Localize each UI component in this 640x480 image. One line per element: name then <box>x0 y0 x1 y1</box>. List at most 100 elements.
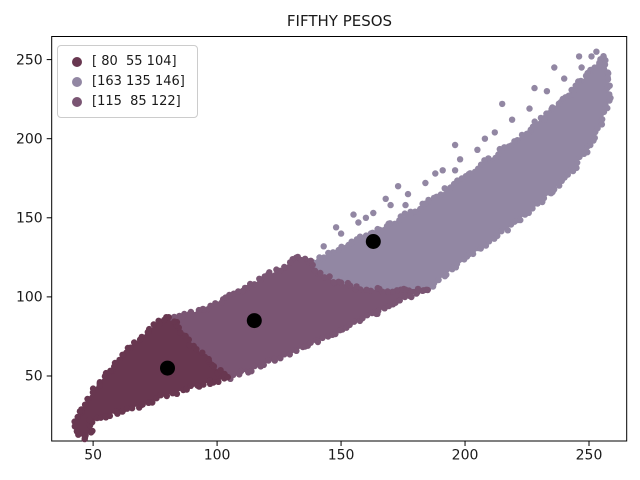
scatter-point <box>293 347 300 354</box>
y-tick-label: 50 <box>25 369 43 385</box>
scatter-outlier-point <box>570 91 578 98</box>
scatter-point <box>517 216 524 224</box>
centroid-dot <box>160 360 175 376</box>
scatter-point <box>76 408 84 415</box>
scatter-outlier-point <box>402 201 409 209</box>
x-tick-label: 150 <box>328 448 355 464</box>
scatter-point <box>177 329 184 336</box>
scatter-point <box>273 266 280 273</box>
scatter-point <box>551 186 558 193</box>
scatter-point <box>604 74 611 81</box>
scatter-point <box>149 399 156 406</box>
scatter-point <box>582 72 590 80</box>
legend-marker-icon <box>72 56 82 67</box>
x-tick-label: 250 <box>576 448 603 464</box>
scatter-point <box>314 338 322 346</box>
y-tick-label: 250 <box>16 52 43 68</box>
scatter-point <box>86 416 93 424</box>
scatter-point <box>484 236 492 243</box>
scatter-point <box>504 227 511 234</box>
scatter-point <box>584 149 591 156</box>
scatter-outlier-point <box>355 219 362 226</box>
scatter-point <box>163 392 170 400</box>
scatter-point <box>114 410 121 417</box>
scatter-outlier-point <box>508 116 516 123</box>
scatter-point <box>155 317 162 324</box>
scatter-point <box>441 185 448 192</box>
scatter-point <box>106 412 114 420</box>
scatter-point <box>556 182 563 189</box>
scatter-point <box>271 355 278 363</box>
scatter-point <box>453 260 461 268</box>
scatter-outlier-point <box>451 141 459 149</box>
scatter-point <box>383 223 391 230</box>
scatter-point <box>200 306 207 313</box>
scatter-point <box>307 257 314 264</box>
scatter-point <box>200 381 207 388</box>
scatter-outlier-point <box>531 84 538 92</box>
scatter-outlier-point <box>551 64 558 71</box>
centroid-dot <box>365 234 381 249</box>
scatter-point <box>215 378 222 385</box>
x-tick-label: 50 <box>84 448 102 464</box>
scatter-point <box>260 361 267 369</box>
scatter-point <box>123 405 131 412</box>
scatter-outlier-point <box>404 190 412 198</box>
scatter-point <box>594 125 601 132</box>
scatter-outlier-point <box>332 224 340 231</box>
scatter-point <box>345 241 352 249</box>
scatter-point <box>396 297 403 304</box>
scatter-point <box>604 69 612 76</box>
scatter-point <box>335 246 342 254</box>
scatter-outlier-point <box>432 170 439 177</box>
legend: [ 80 55 104] [163 135 146] [115 85 122] <box>57 45 198 118</box>
scatter-point <box>74 413 81 421</box>
scatter-point <box>606 91 613 98</box>
scatter-point <box>540 194 548 202</box>
scatter-point <box>281 351 288 358</box>
scatter-point <box>572 82 579 89</box>
scatter-point <box>518 131 526 139</box>
scatter-point <box>336 327 344 334</box>
scatter-point <box>294 253 301 261</box>
scatter-point <box>145 328 152 336</box>
scatter-point <box>374 284 381 292</box>
scatter-point <box>419 200 426 207</box>
scatter-point <box>587 141 594 149</box>
scatter-point <box>89 427 96 435</box>
scatter-point <box>157 391 164 399</box>
scatter-point <box>332 330 339 338</box>
scatter-point <box>375 307 382 315</box>
legend-label: [ 80 55 104] <box>92 54 177 69</box>
scatter-outlier-point <box>593 48 600 55</box>
scatter-point <box>277 355 284 362</box>
scatter-point <box>119 351 126 358</box>
scatter-outlier-point <box>387 201 394 209</box>
scatter-outlier-point <box>451 167 459 174</box>
scatter-point <box>210 379 217 386</box>
x-tick-label: 200 <box>452 448 479 464</box>
scatter-point <box>101 373 109 380</box>
scatter-point <box>406 292 413 299</box>
legend-item: [163 135 146] <box>68 73 185 90</box>
scatter-point <box>307 339 314 346</box>
y-tick-label: 150 <box>16 211 43 227</box>
scatter-point <box>527 126 534 133</box>
scatter-point <box>248 368 255 375</box>
scatter-outlier-point <box>575 53 583 60</box>
scatter-point <box>545 110 552 117</box>
scatter-point <box>161 316 168 324</box>
scatter-point <box>402 286 409 293</box>
centroid-dot <box>246 313 262 329</box>
scatter-point <box>311 267 319 274</box>
scatter-outlier-point <box>595 62 603 70</box>
scatter-point <box>396 217 403 224</box>
scatter-point <box>150 321 157 328</box>
scatter-point <box>173 390 181 397</box>
scatter-point <box>391 220 399 227</box>
scatter-point <box>186 311 193 318</box>
scatter-point <box>407 208 414 215</box>
scatter-point <box>195 306 203 314</box>
